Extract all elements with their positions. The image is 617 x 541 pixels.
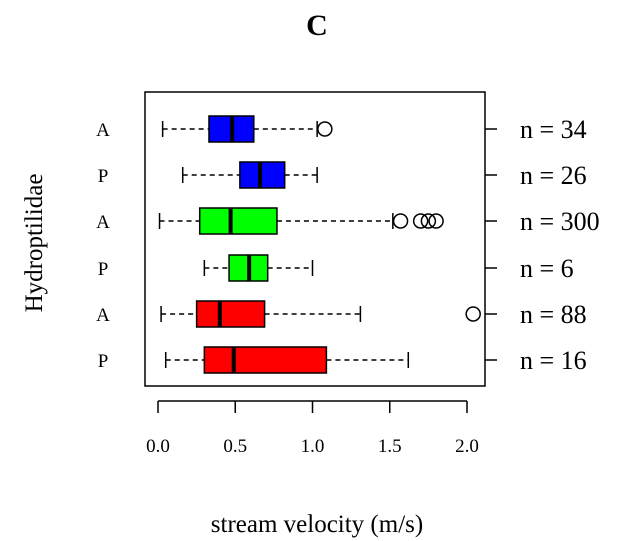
- outlier-point: [317, 121, 333, 137]
- x-tick-label: 1.5: [378, 436, 402, 457]
- n-count-label: n = 6: [520, 254, 574, 283]
- outlier-point: [465, 306, 481, 322]
- box-group: P: [98, 254, 314, 282]
- x-tick-label: 0.5: [223, 436, 247, 457]
- x-axis: 0.0 0.5 1.0 1.5 2.0: [146, 400, 479, 457]
- y-axis-title: Hydroptilidae: [21, 174, 48, 313]
- n-count-label: n = 34: [520, 115, 587, 144]
- x-tick-label: 2.0: [455, 436, 479, 457]
- category-label: P: [98, 351, 109, 372]
- category-label: A: [96, 212, 110, 233]
- box-iqr: [198, 207, 278, 235]
- box-group: P: [98, 346, 410, 374]
- outlier-point: [428, 213, 444, 229]
- n-count-label: n = 300: [520, 207, 600, 236]
- box-iqr: [239, 161, 286, 189]
- box-group: A: [96, 207, 444, 235]
- n-count-label: n = 16: [520, 346, 587, 375]
- x-axis-title: stream velocity (m/s): [211, 511, 423, 538]
- n-count-label: n = 88: [520, 300, 587, 329]
- outlier-point: [420, 213, 437, 229]
- category-label: A: [96, 305, 110, 326]
- outlier-point: [392, 213, 409, 229]
- box-group: P: [98, 161, 318, 189]
- box-group: A: [96, 300, 481, 328]
- category-label: P: [98, 166, 109, 187]
- box-iqr: [195, 300, 266, 328]
- right-axis: n = 34 n = 26 n = 300 n = 6 n = 88 n = 16: [485, 115, 600, 375]
- n-count-label: n = 26: [520, 161, 587, 190]
- category-label: P: [98, 259, 109, 280]
- boxes-layer: A P A P A P: [96, 115, 481, 374]
- x-tick-label: 0.0: [146, 436, 170, 457]
- chart-title: C: [306, 9, 328, 42]
- outlier-point: [412, 213, 429, 229]
- category-label: A: [96, 120, 110, 141]
- box-group: A: [96, 115, 333, 143]
- x-tick-label: 1.0: [301, 436, 325, 457]
- box-iqr: [203, 346, 328, 374]
- plot-frame: [144, 91, 486, 387]
